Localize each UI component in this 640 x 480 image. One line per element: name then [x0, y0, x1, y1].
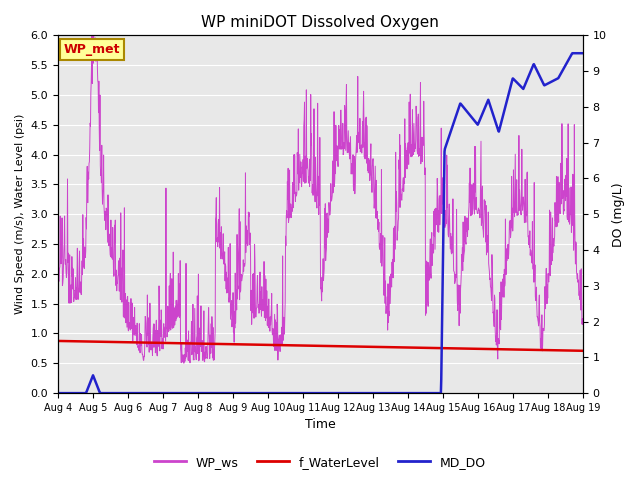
f_WaterLevel	[158, 340, 166, 346]
f_WaterLevel	[516, 347, 524, 352]
f_WaterLevel	[470, 346, 478, 352]
MD_DO	[516, 83, 524, 89]
Legend: WP_ws, f_WaterLevel, MD_DO: WP_ws, f_WaterLevel, MD_DO	[149, 451, 491, 474]
f_WaterLevel	[402, 345, 410, 350]
Line: WP_ws: WP_ws	[58, 36, 583, 363]
Y-axis label: Wind Speed (m/s), Water Level (psi): Wind Speed (m/s), Water Level (psi)	[15, 114, 25, 314]
MD_DO	[569, 50, 577, 56]
MD_DO	[402, 390, 410, 396]
Title: WP miniDOT Dissolved Oxygen: WP miniDOT Dissolved Oxygen	[202, 15, 439, 30]
WP_ws	[230, 339, 238, 345]
MD_DO	[230, 390, 237, 396]
Text: WP_met: WP_met	[63, 43, 120, 56]
Line: f_WaterLevel: f_WaterLevel	[58, 341, 583, 351]
MD_DO	[171, 390, 179, 396]
WP_ws	[54, 228, 62, 233]
WP_ws	[180, 360, 188, 366]
X-axis label: Time: Time	[305, 419, 336, 432]
WP_ws	[579, 322, 587, 327]
MD_DO	[470, 117, 478, 123]
f_WaterLevel	[579, 348, 587, 354]
WP_ws	[403, 157, 410, 163]
WP_ws	[471, 144, 479, 149]
MD_DO	[579, 50, 587, 56]
WP_ws	[172, 315, 179, 321]
f_WaterLevel	[230, 341, 237, 347]
WP_ws	[517, 212, 525, 218]
f_WaterLevel	[54, 338, 62, 344]
Line: MD_DO: MD_DO	[58, 53, 583, 393]
MD_DO	[158, 390, 166, 396]
WP_ws	[88, 33, 96, 38]
f_WaterLevel	[171, 340, 179, 346]
MD_DO	[54, 390, 62, 396]
Y-axis label: DO (mg/L): DO (mg/L)	[612, 182, 625, 247]
WP_ws	[159, 339, 166, 345]
